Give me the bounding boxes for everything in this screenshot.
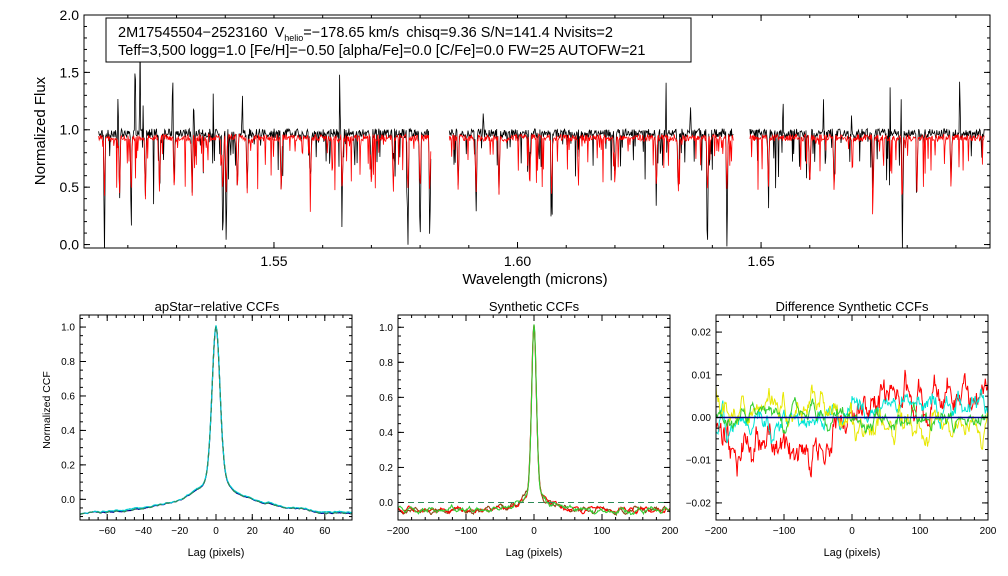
spectrum-ytick-label: 1.0: [60, 122, 80, 138]
synthetic-ccf-xtick-label: −100: [455, 526, 478, 537]
synthetic-ccf-ticks: −200 −100 0 100 200 0.0 0.2 0.4 0.6 0.8 1.0: [379, 315, 679, 537]
difference-ccf-ytick-label: −0.01: [686, 456, 712, 467]
spectrum-ytick-label: 2.0: [60, 7, 80, 23]
difference-ccf-series-green: [716, 397, 988, 434]
v-value: =−178.65 km/s: [303, 25, 399, 41]
difference-ccf-ytick-label: 0.01: [692, 370, 712, 381]
synthetic-ccf-ytick-label: 0.4: [379, 428, 393, 439]
apstar-ccf-plot-area: [79, 325, 353, 516]
difference-ccf-series-cyan: [716, 387, 988, 445]
difference-ccf-xtick-label: 0: [849, 526, 855, 537]
difference-ccf-ticks: −200 −100 0 100 200 −0.02 −0.01 0.00 0.01 0.02: [686, 315, 997, 537]
apstar-ccf-panel: apStar−relative CCFs −60 −40 −20 0 20 40 60 0.0…: [41, 299, 353, 559]
spectrum-ytick-label: 1.5: [60, 64, 80, 80]
synthetic-ccf-plot-area: [397, 324, 671, 517]
apstar-ccf-xtick-label: 60: [319, 526, 331, 537]
difference-ccf-panel: Difference Synthetic CCFs −200 −100 0 100 20…: [686, 299, 997, 559]
spectrum-plot-area: [98, 36, 985, 248]
synthetic-ccf-xlabel: Lag (pixels): [506, 547, 563, 559]
apstar-ccf-ytick-label: 0.6: [61, 391, 75, 402]
apstar-ccf-ytick-label: 1.0: [61, 323, 75, 334]
fit-stats: chisq=9.36 S/N=141.4 Nvisits=2: [406, 25, 613, 41]
difference-ccf-plot-area: [716, 369, 988, 478]
apstar-ccf-xtick-label: 20: [247, 526, 259, 537]
spectrum-series-model: [98, 132, 985, 215]
synthetic-ccf-series-visit-2: [397, 324, 671, 516]
apstar-ccf-xlabel: Lag (pixels): [188, 547, 245, 559]
spectrum-xlabel: Wavelength (microns): [462, 271, 607, 288]
info-line-1: 2M17545504−2523160 Vhelio=−178.65 km/s chi…: [118, 25, 613, 43]
apstar-ccf-ytick-label: 0.2: [61, 460, 75, 471]
apstar-ccf-xtick-label: 0: [213, 526, 219, 537]
difference-ccf-title: Difference Synthetic CCFs: [776, 299, 929, 314]
difference-ccf-ytick-label: −0.02: [686, 498, 712, 509]
apstar-ccf-ytick-label: 0.4: [61, 426, 75, 437]
difference-ccf-xtick-label: −200: [705, 526, 728, 537]
difference-ccf-xlabel: Lag (pixels): [824, 547, 881, 559]
synthetic-ccf-ytick-label: 0.6: [379, 393, 393, 404]
apstar-ccf-series-visit-1: [79, 325, 353, 515]
v-symbol: V: [275, 25, 285, 41]
difference-ccf-series-yellow: [716, 384, 988, 450]
apstar-ccf-ticks: −60 −40 −20 0 20 40 60 0.0 0.2 0.4 0.6 0.8 1.0: [61, 315, 353, 537]
synthetic-ccf-ytick-label: 1.0: [379, 323, 393, 334]
info-line-2: Teff=3,500 logg=1.0 [Fe/H]=−0.50 [alpha/…: [118, 43, 645, 59]
apstar-ccf-xtick-label: −20: [171, 526, 188, 537]
info-box-frame: [105, 17, 692, 63]
apstar-ccf-xtick-label: −60: [99, 526, 116, 537]
difference-ccf-xtick-label: 200: [980, 526, 997, 537]
spectrum-ylabel: Normalized Flux: [32, 76, 49, 185]
apstar-ccf-ylabel: Normalized CCF: [41, 371, 53, 449]
spectrum-xtick-label: 1.60: [504, 253, 531, 269]
synthetic-ccf-xtick-label: 100: [594, 526, 611, 537]
synthetic-ccf-panel: Synthetic CCFs −200 −100 0 100 200 0.0 0.2 0.4 0…: [379, 299, 679, 559]
difference-ccf-traces: [716, 369, 988, 478]
spectrum-ticks: 1.55 1.60 1.65 0.0 0.5 1.0 1.5 2.0: [60, 7, 990, 269]
apstar-ccf-ytick-label: 0.8: [61, 357, 75, 368]
apstar-ccf-series-visit-2: [79, 326, 353, 516]
synthetic-ccf-ytick-label: 0.8: [379, 358, 393, 369]
spectrum-ytick-label: 0.5: [60, 179, 80, 195]
difference-ccf-xtick-label: −100: [773, 526, 796, 537]
synthetic-ccf-xtick-label: 0: [531, 526, 537, 537]
spectrum-xtick-label: 1.55: [260, 253, 287, 269]
info-box: 2M17545504−2523160 Vhelio=−178.65 km/s chi…: [105, 17, 692, 63]
synthetic-ccf-ytick-label: 0.0: [379, 498, 393, 509]
synthetic-ccf-xtick-label: −200: [387, 526, 410, 537]
spectrum-xtick-label: 1.65: [747, 253, 774, 269]
apstar-ccf-xtick-label: −40: [135, 526, 152, 537]
synthetic-ccf-xtick-label: 200: [662, 526, 679, 537]
star-id: 2M17545504−2523160: [118, 25, 268, 41]
difference-ccf-ytick-label: 0.00: [692, 413, 712, 424]
synthetic-ccf-ytick-label: 0.2: [379, 463, 393, 474]
synthetic-ccf-title: Synthetic CCFs: [489, 299, 580, 314]
spectrum-frame: [83, 14, 991, 249]
difference-ccf-xtick-label: 100: [912, 526, 929, 537]
apstar-ccf-title: apStar−relative CCFs: [155, 299, 280, 314]
difference-ccf-ytick-label: 0.02: [692, 328, 712, 339]
apstar-ccf-xtick-label: 40: [283, 526, 295, 537]
spectrum-traces: [98, 36, 985, 248]
spectrum-ytick-label: 0.0: [60, 236, 80, 252]
apstar-ccf-ytick-label: 0.0: [61, 495, 75, 506]
v-subscript: helio: [284, 33, 303, 43]
